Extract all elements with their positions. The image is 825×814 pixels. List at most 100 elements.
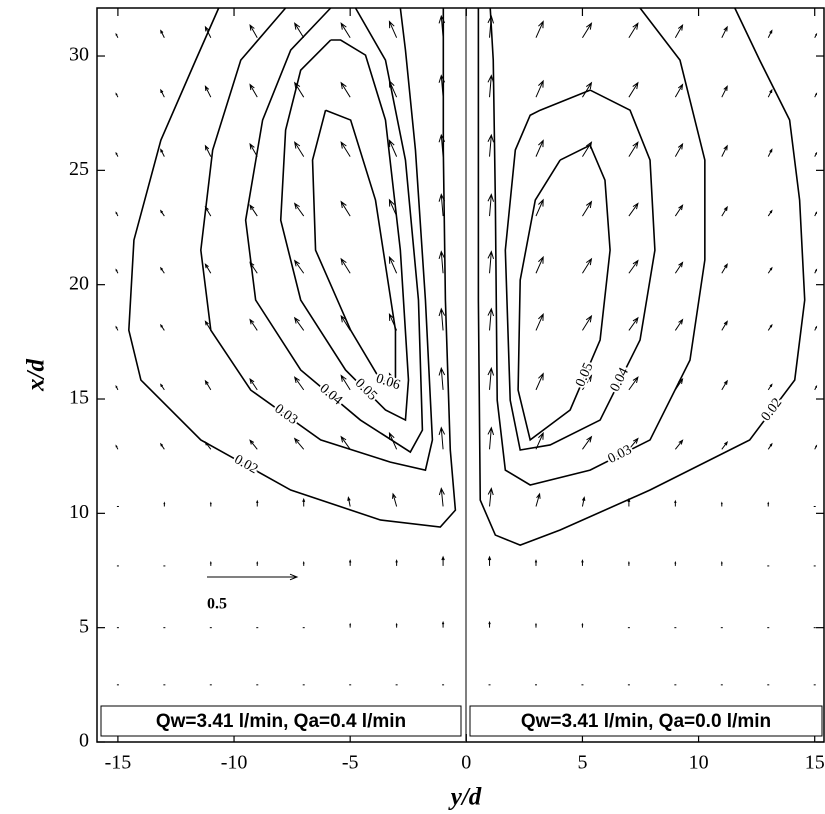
vector <box>160 383 165 391</box>
axes: -15 -10 -5 0 5 10 15 0 5 10 15 20 25 30 <box>69 8 825 774</box>
x-tick-label: -15 <box>105 752 132 774</box>
reference-label: 0.5 <box>207 596 227 613</box>
vector <box>256 560 259 566</box>
vector <box>392 492 398 507</box>
vector-field <box>115 14 818 686</box>
vector <box>814 92 818 98</box>
vector <box>767 266 773 274</box>
contour-line <box>279 39 410 422</box>
vector <box>674 142 684 157</box>
vector <box>160 442 165 450</box>
vector <box>535 198 544 217</box>
vector <box>582 257 593 274</box>
contour-line <box>311 109 397 387</box>
vector <box>438 366 446 390</box>
vector <box>674 23 684 38</box>
vector <box>204 85 212 98</box>
x-tick-label: -10 <box>221 752 248 774</box>
vector <box>535 372 544 391</box>
vector <box>814 268 818 274</box>
vector <box>293 437 305 450</box>
vector <box>535 79 544 98</box>
vector <box>388 139 398 157</box>
vector <box>535 139 544 157</box>
vector <box>293 376 305 391</box>
vector <box>721 320 728 331</box>
vector <box>721 25 728 38</box>
vector <box>395 559 398 566</box>
y-tick-label: 25 <box>69 158 89 180</box>
vector <box>767 88 773 98</box>
vector <box>340 314 351 331</box>
y-tick-label: 10 <box>69 501 89 523</box>
vector <box>160 323 165 331</box>
vector <box>487 250 495 274</box>
vector <box>721 441 729 450</box>
vector <box>388 20 398 38</box>
vector <box>160 88 165 98</box>
vector <box>487 193 495 217</box>
vector <box>720 501 723 507</box>
vector <box>581 559 584 566</box>
y-tick-label: 0 <box>79 730 89 752</box>
vector <box>814 444 818 450</box>
vector <box>582 314 593 331</box>
x-tick-label: 10 <box>689 752 709 774</box>
vector <box>674 83 684 98</box>
vector <box>115 32 119 38</box>
vector <box>293 259 305 274</box>
vector <box>487 133 495 157</box>
vector <box>767 148 773 157</box>
contour-line <box>504 89 656 451</box>
vector <box>438 307 446 331</box>
vector <box>293 202 305 217</box>
vector <box>582 435 593 450</box>
x-axis-title: y/d <box>448 784 482 811</box>
vector <box>582 81 593 98</box>
vector <box>767 383 773 391</box>
vector <box>340 22 351 38</box>
vector <box>721 144 728 157</box>
vector <box>535 312 544 331</box>
vector <box>721 263 728 274</box>
vector <box>340 257 351 274</box>
vector <box>814 32 818 38</box>
vector <box>340 435 351 450</box>
vector <box>721 205 728 217</box>
x-tick-label: -5 <box>342 752 359 774</box>
vector <box>340 141 351 157</box>
vector <box>535 622 537 628</box>
vector <box>204 144 212 157</box>
vector <box>581 622 584 628</box>
vector <box>674 204 684 217</box>
vector <box>767 209 773 217</box>
vector <box>294 141 305 157</box>
vector <box>388 255 398 274</box>
vector <box>438 426 446 450</box>
vector <box>814 385 818 391</box>
contour-line <box>244 7 424 454</box>
vector <box>674 261 684 274</box>
contour-line <box>517 144 611 442</box>
vector <box>160 266 165 274</box>
vector <box>160 148 165 157</box>
vector <box>115 385 119 391</box>
vector <box>163 501 166 507</box>
plot-frame <box>96 7 825 743</box>
vector <box>249 318 258 331</box>
x-tick-label: 5 <box>577 752 587 774</box>
y-tick-label: 5 <box>79 615 89 637</box>
vector <box>347 496 351 507</box>
vector <box>767 29 773 38</box>
vector <box>767 501 770 507</box>
contour-line <box>489 7 706 486</box>
vector <box>115 151 119 157</box>
vector <box>204 379 212 391</box>
vector <box>348 559 352 566</box>
vector <box>535 492 541 507</box>
vector <box>487 426 495 450</box>
x-tick-label: 0 <box>461 752 471 774</box>
vector <box>209 560 212 566</box>
vector <box>115 325 119 331</box>
vector <box>115 268 119 274</box>
